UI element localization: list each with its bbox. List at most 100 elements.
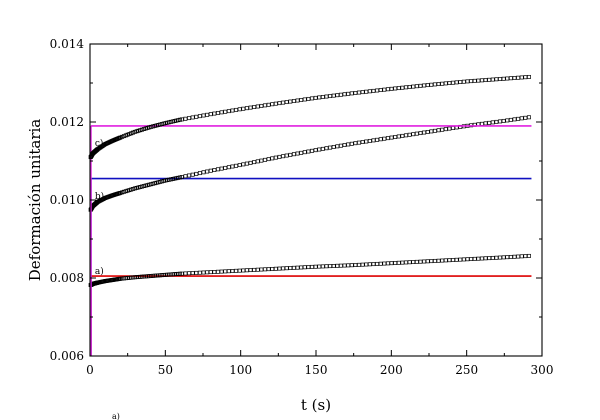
series-3-point <box>382 87 387 92</box>
series-1-point <box>393 261 398 265</box>
series-2-point <box>480 121 484 126</box>
series-1-point <box>295 265 300 270</box>
series-2-point <box>436 128 441 133</box>
series-2-point <box>519 116 524 121</box>
series-2-point <box>252 160 257 165</box>
series-3-point <box>263 103 267 108</box>
series-2-point <box>284 153 289 158</box>
y-tick-label: 0.014 <box>50 37 85 51</box>
series-3-point <box>183 116 188 121</box>
series-3-point <box>255 104 260 109</box>
series-2-point <box>371 138 376 143</box>
x-tick-label: 50 <box>158 363 173 377</box>
series-1-point <box>451 258 455 262</box>
series-1-point <box>324 264 329 269</box>
series-2-point <box>183 174 188 179</box>
series-1-point <box>331 264 336 268</box>
y-tick-label: 0.010 <box>50 193 84 207</box>
series-3-point <box>201 113 206 118</box>
series-2-point <box>418 131 423 136</box>
series-3-point <box>389 86 394 91</box>
series-2-label: b) <box>95 191 104 202</box>
series-3-point <box>501 76 506 81</box>
series-3-point <box>313 95 318 100</box>
series-2-point <box>425 129 430 134</box>
series-1-point <box>382 261 387 266</box>
series-2-point <box>393 135 398 139</box>
y-tick-label: 0.006 <box>50 349 84 363</box>
series-3-point <box>284 100 289 105</box>
series-3-point <box>194 114 199 119</box>
series-3-point <box>179 117 184 122</box>
series-2-point <box>433 128 437 133</box>
series-2-point <box>273 155 278 160</box>
series-1-point <box>389 261 394 266</box>
series-2-point <box>360 140 365 145</box>
series-3-point <box>216 110 220 115</box>
series-2-point <box>483 121 488 126</box>
series-1-point <box>335 263 340 268</box>
series-2-point <box>263 157 267 162</box>
series-1-point <box>519 254 524 259</box>
series-2-point <box>237 163 242 168</box>
series-1-point <box>375 261 380 266</box>
series-1-point <box>237 268 242 273</box>
series-3-point <box>516 75 521 80</box>
series-1-point <box>357 262 361 267</box>
series-2-point <box>498 119 502 124</box>
series-3-point <box>299 98 304 102</box>
series-3-point <box>244 106 249 111</box>
series-2-point <box>208 168 213 173</box>
x-tick-label: 100 <box>229 363 252 377</box>
series-2-point <box>212 168 217 172</box>
series-1-point <box>425 259 430 264</box>
y-axis-label: Deformación unitaria <box>26 119 44 282</box>
series-3-label: c) <box>95 138 104 149</box>
series-1-point <box>241 268 246 273</box>
series-2-point <box>310 148 314 153</box>
series-3-point <box>498 77 502 81</box>
series-2-point <box>490 120 495 125</box>
y-tick-label: 0.012 <box>50 115 84 129</box>
series-2: b) <box>88 115 532 356</box>
series-3-point <box>266 102 271 107</box>
series-2-point <box>443 127 448 132</box>
series-1-point <box>248 268 253 273</box>
series-1-point <box>194 270 199 275</box>
series-1-point <box>476 256 481 261</box>
series-2-point <box>306 149 311 154</box>
series-3-point <box>367 89 372 94</box>
series-3-point <box>219 110 224 115</box>
series-1-point <box>523 254 528 259</box>
series-2-point <box>216 167 220 172</box>
series-3-point <box>512 76 517 80</box>
series-3-point <box>425 83 430 88</box>
series-1-point <box>469 257 474 261</box>
series-3-point <box>190 115 195 120</box>
x-tick-label: 150 <box>305 363 328 377</box>
series-3-point <box>226 109 231 114</box>
series-2-point <box>248 160 253 165</box>
series-3-point <box>433 82 437 87</box>
series-1-point <box>516 254 521 259</box>
series-1-point <box>266 267 271 272</box>
series-2-point <box>357 140 361 145</box>
x-tick-label: 300 <box>531 363 554 377</box>
series-3-point <box>523 75 528 80</box>
series-2-point <box>317 147 322 152</box>
series-1-point <box>328 264 333 269</box>
series-1-point <box>190 271 195 276</box>
series-3-point <box>259 103 264 108</box>
series-2-point <box>338 143 343 148</box>
series-2-point <box>508 117 513 122</box>
series-1-point <box>447 258 452 263</box>
series-3-point <box>117 135 122 140</box>
series-1-point <box>284 266 289 271</box>
series-3-point <box>212 111 217 116</box>
series-2-point <box>230 164 235 169</box>
series-3: c) <box>88 74 532 356</box>
series-3-point <box>494 77 499 82</box>
series-3-point <box>252 105 257 109</box>
series-2-point <box>266 157 271 162</box>
series-2-point <box>288 152 293 157</box>
